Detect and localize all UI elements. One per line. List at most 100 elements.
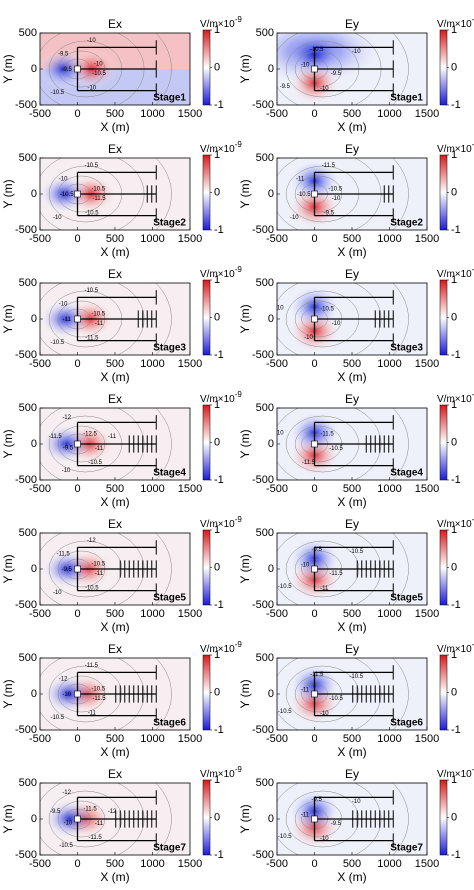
contour-label: -9.5 [50, 809, 61, 815]
x-tick-label: 500 [343, 858, 361, 870]
colorbar-power: -9 [235, 640, 243, 649]
x-tick-label: 1500 [178, 108, 202, 120]
y-tick-label: 500 [19, 277, 37, 289]
contour-label: -9.5 [58, 52, 69, 58]
x-tick-label: 1000 [140, 358, 164, 370]
colorbar-scale: ×10 [218, 269, 235, 280]
plot-area: -11.5 -10.5 -10 -10.5 -10 -10.5 -10.5 [40, 158, 190, 230]
y-axis-label: Y (m) [1, 54, 15, 83]
colorbar-unit-text: V/m [437, 769, 455, 780]
panel-title: Ey [345, 142, 359, 156]
colorbar-tick-label: 0 [214, 686, 220, 698]
x-tick-label: 500 [343, 358, 361, 370]
contour-line [155, 33, 172, 105]
contour-label: -10 [53, 215, 62, 221]
contour-label: -12 [59, 677, 68, 683]
y-tick-label: 0 [31, 688, 37, 700]
colorbar-power: -9 [472, 15, 474, 24]
colorbar-scale: ×10 [218, 144, 235, 155]
contour-label: -10 [320, 836, 329, 842]
colorbar [439, 404, 448, 481]
contour-label: -10 [301, 562, 310, 568]
contour-label: -10.5 [84, 163, 98, 169]
y-tick-label: -500 [15, 724, 37, 736]
x-tick-label: 1000 [140, 108, 164, 120]
x-tick-label: 500 [343, 733, 361, 745]
y-axis-label: Y (m) [1, 679, 15, 708]
x-tick-label: 1000 [140, 233, 164, 245]
panel-title: Ey [345, 767, 359, 781]
contour-label: -12 [87, 538, 96, 544]
stage-label: Stage1 [390, 93, 423, 104]
stage-label: Stage2 [153, 218, 186, 229]
panel-title: Ey [345, 17, 359, 31]
contour-label: -11 [296, 177, 305, 183]
panel: -11.5-11-10.5-10-12-11.5-10.5Stage6Ex-50… [1, 640, 243, 759]
x-tick-label: 0 [74, 233, 80, 245]
colorbar-tick-label: -1 [451, 724, 461, 736]
contour-label: -12 [108, 809, 117, 815]
x-tick-label: 1500 [178, 733, 202, 745]
contour-label: -10.5 [329, 696, 343, 702]
y-tick-label: 0 [268, 688, 274, 700]
contour-label: -11.5 [302, 460, 316, 466]
colorbar-tick-label: 1 [214, 149, 220, 161]
x-tick-label: 1000 [140, 733, 164, 745]
x-tick-label: 1000 [377, 483, 401, 495]
y-tick-label: 0 [31, 63, 37, 75]
colorbar-unit-text: V/m [437, 144, 455, 155]
colorbar-unit: V/m×10-9 [200, 265, 242, 280]
panel: -11-11.5-10.5-10-9.5-12-11.5 -12Stage7Ex-… [1, 765, 242, 884]
panel: -11.5-11-10.5-10-9.5 -10.5Stage5Ey-500050… [238, 515, 474, 634]
x-tick-label: 500 [106, 108, 124, 120]
contour-label: -10.5 [50, 340, 64, 346]
y-tick-label: -500 [252, 474, 274, 486]
colorbar-unit-text: V/m [200, 644, 218, 655]
contour-label: -12.5 [83, 432, 97, 438]
colorbar-scale: ×10 [218, 644, 235, 655]
x-tick-label: 500 [106, 483, 124, 495]
x-axis-label: X (m) [100, 870, 129, 884]
x-tick-label: 1500 [415, 233, 439, 245]
contour-label: -10.5 [328, 186, 342, 192]
colorbar [439, 29, 448, 106]
colorbar-tick-label: -1 [214, 849, 224, 861]
y-axis-label: Y (m) [1, 554, 15, 583]
contour-line [392, 658, 409, 730]
stage-label: Stage6 [153, 718, 186, 729]
colorbar-tick-label: 1 [214, 774, 220, 786]
stage-label: Stage7 [153, 843, 186, 854]
colorbar-tick-label: 0 [214, 811, 220, 823]
x-tick-label: -500 [266, 233, 288, 245]
y-axis-label: Y (m) [1, 179, 15, 208]
contour-label: -12 [62, 790, 71, 796]
contour-label: -11 [88, 711, 97, 717]
colorbar-unit-text: V/m [200, 394, 218, 405]
y-tick-label: -500 [252, 224, 274, 236]
y-tick-label: -500 [15, 599, 37, 611]
y-tick-label: 500 [256, 277, 274, 289]
y-axis-label: Y (m) [238, 804, 252, 833]
panel: -9.5-10-9.5-10-10.5 -10Stage1Ey-5000500-5… [238, 15, 474, 134]
source [311, 65, 318, 73]
colorbar [202, 154, 211, 231]
x-tick-label: 500 [343, 483, 361, 495]
colorbar-power: -9 [472, 765, 474, 774]
y-tick-label: 0 [268, 563, 274, 575]
x-axis-label: X (m) [337, 745, 366, 759]
panel: -11-10.5-10-9.5-11.5-12-12.5 -11Stage4Ex-… [1, 390, 242, 509]
contour-line [155, 158, 172, 230]
colorbar-unit-text: V/m [200, 769, 218, 780]
panel-title: Ey [345, 642, 359, 656]
x-tick-label: 0 [74, 483, 80, 495]
panel: -9.5-10-10.5-11-9.5 -10Stage7Ey-5000500-5… [238, 765, 474, 884]
colorbar-tick-label: 0 [214, 436, 220, 448]
colorbar-unit-text: V/m [200, 19, 218, 30]
y-tick-label: 500 [256, 152, 274, 164]
y-tick-label: 500 [19, 527, 37, 539]
colorbar-power: -9 [472, 140, 474, 149]
colorbar-power: -9 [235, 515, 243, 524]
colorbar-unit: V/m×10-9 [200, 765, 242, 780]
contour-label: -10.5 [85, 211, 99, 217]
contour-label: -10 [53, 590, 62, 596]
